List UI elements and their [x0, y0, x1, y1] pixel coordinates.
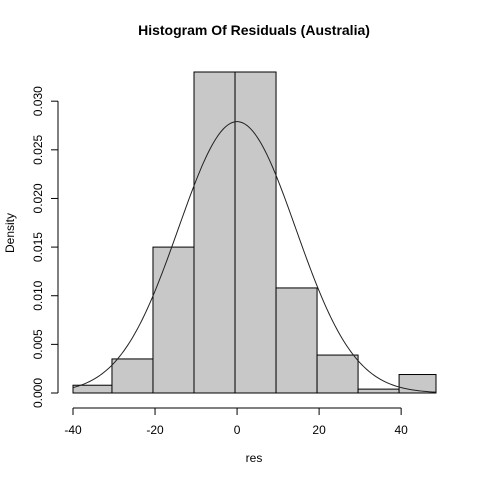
- y-tick-label: 0.020: [31, 183, 45, 213]
- y-tick-label: 0.030: [31, 86, 45, 116]
- x-tick-label: 0: [234, 423, 241, 437]
- x-axis-label: res: [246, 451, 263, 465]
- chart-title: Histogram Of Residuals (Australia): [138, 22, 370, 38]
- histogram-bar-3: [193, 71, 236, 394]
- histogram-bar-2: [152, 246, 195, 394]
- histogram-bars: [72, 71, 437, 394]
- y-tick-label: 0.005: [31, 329, 45, 359]
- normal-density-curve: [72, 121, 437, 393]
- y-axis-label: Density: [3, 213, 17, 253]
- histogram-bar-1: [111, 358, 154, 394]
- x-tick-label: -20: [146, 423, 164, 437]
- histogram-bar-7: [357, 388, 400, 394]
- y-tick-label: 0.015: [31, 232, 45, 262]
- x-axis: -40 -20 0 20 40: [64, 407, 408, 437]
- y-tick-label: 0.010: [31, 280, 45, 310]
- histogram-bar-8: [398, 374, 437, 394]
- histogram-bar-6: [316, 354, 359, 394]
- x-tick-label: -40: [64, 423, 82, 437]
- y-axis: 0.000 0.005 0.010 0.015 0.020 0.025 0.030: [31, 86, 59, 408]
- y-tick-label: 0.000: [31, 378, 45, 408]
- y-tick-label: 0.025: [31, 134, 45, 164]
- x-tick-label: 20: [312, 423, 326, 437]
- histogram-bar-5: [275, 287, 318, 394]
- histogram-bar-0: [72, 384, 113, 394]
- x-tick-label: 40: [394, 423, 408, 437]
- histogram-bar-4: [234, 71, 277, 394]
